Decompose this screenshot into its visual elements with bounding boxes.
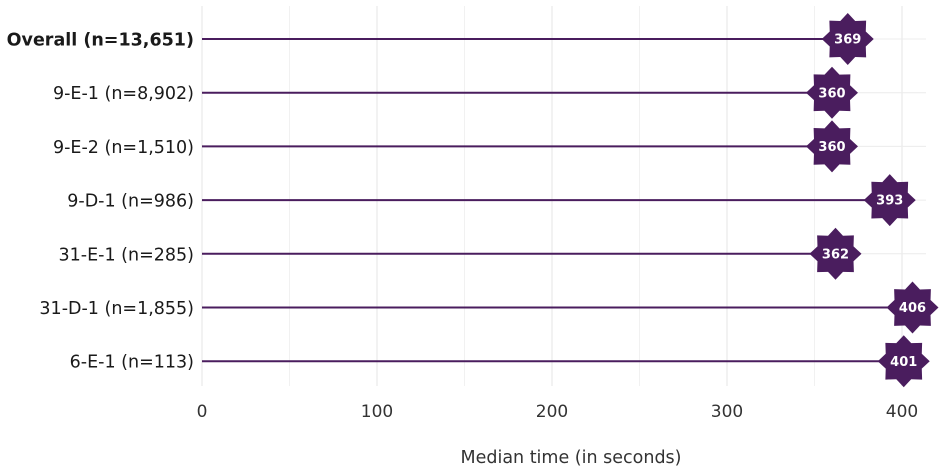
lollipop-marker	[806, 66, 858, 119]
category-label: 9-D-1 (n=986)	[67, 192, 194, 212]
data-label: 360	[818, 86, 845, 101]
category-label: 9-E-1 (n=8,902)	[53, 84, 194, 104]
lollipop-markers: 369 360 360 393 362 406 401	[806, 13, 939, 388]
data-label: 362	[822, 247, 849, 262]
x-tick-label: 0	[197, 402, 208, 422]
data-label: 406	[899, 301, 926, 316]
category-label: 31-D-1 (n=1,855)	[39, 299, 194, 319]
lollipop-marker	[886, 281, 939, 334]
lollipop-marker	[863, 174, 916, 227]
category-labels: Overall (n=13,651) 9-E-1 (n=8,902) 9-E-2 (…	[7, 31, 194, 373]
grid	[201, 6, 926, 386]
data-label: 360	[818, 140, 845, 155]
x-tick-label: 400	[886, 402, 918, 422]
x-tick-label: 200	[536, 402, 568, 422]
category-label: 31-E-1 (n=285)	[59, 245, 194, 265]
data-label: 369	[834, 33, 861, 48]
data-label: 393	[876, 194, 903, 209]
x-tick-label: 300	[711, 402, 743, 422]
category-label: 6-E-1 (n=113)	[70, 353, 194, 373]
category-label: 9-E-2 (n=1,510)	[53, 138, 194, 158]
x-tick-labels: 0 100 200 300 400	[197, 402, 919, 422]
lollipop-lines	[202, 38, 913, 363]
lollipop-marker	[806, 120, 858, 173]
lollipop-marker	[877, 335, 930, 388]
x-tick-label: 100	[361, 402, 393, 422]
x-axis-title: Median time (in seconds)	[460, 448, 681, 468]
category-label: Overall (n=13,651)	[7, 31, 194, 51]
data-label: 401	[890, 355, 917, 370]
lollipop-marker	[809, 227, 862, 280]
lollipop-marker	[821, 13, 874, 65]
